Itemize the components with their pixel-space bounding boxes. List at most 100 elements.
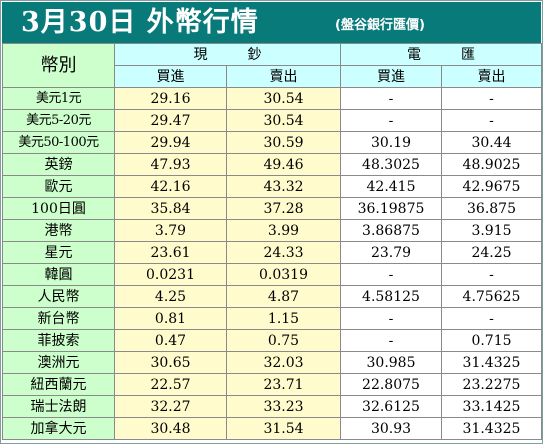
wire-buy-cell: 23.79 xyxy=(340,241,442,264)
table-row: 菲披索 0.47 0.75 - 0.715 xyxy=(2,329,542,352)
currency-name: 加拿大元 xyxy=(2,417,115,440)
cash-buy-cell: 4.25 xyxy=(114,285,227,308)
wire-buy-cell: 42.415 xyxy=(340,175,442,198)
currency-name: 菲披索 xyxy=(2,329,115,352)
cash-sell-cell: 30.59 xyxy=(226,131,341,154)
cash-sell-cell: 49.46 xyxy=(226,153,341,176)
wire-sell-cell: 24.25 xyxy=(441,241,542,264)
wire-buy-cell: 30.985 xyxy=(340,351,442,374)
cash-buy-cell: 30.48 xyxy=(114,417,227,440)
currency-name: 美元5-20元 xyxy=(2,109,115,132)
cash-buy-cell: 35.84 xyxy=(114,197,227,220)
cash-buy-cell: 29.16 xyxy=(114,87,227,110)
wire-sell-cell: 23.2275 xyxy=(441,373,542,396)
currency-name: 歐元 xyxy=(2,175,115,198)
source-note: (盤谷銀行匯價) xyxy=(335,18,425,33)
cash-sell-cell: 0.75 xyxy=(226,329,341,352)
cash-sell-cell: 37.28 xyxy=(226,197,341,220)
cash-buy-cell: 23.61 xyxy=(114,241,227,264)
cash-sell-cell: 30.54 xyxy=(226,109,341,132)
cash-sell-cell: 4.87 xyxy=(226,285,341,308)
table-row: 港幣 3.79 3.99 3.86875 3.915 xyxy=(2,219,542,242)
table-row: 100日圓 35.84 37.28 36.19875 36.875 xyxy=(2,197,542,220)
wire-buy-cell: - xyxy=(340,307,442,330)
cash-group-header: 現鈔 xyxy=(114,43,341,66)
cash-sell-cell: 0.0319 xyxy=(226,263,341,286)
currency-name: 美元50-100元 xyxy=(2,131,115,154)
cash-buy-cell: 32.27 xyxy=(114,395,227,418)
wire-sell-cell: - xyxy=(441,307,542,330)
currency-name: 人民幣 xyxy=(2,285,115,308)
wire-buy-cell: - xyxy=(340,263,442,286)
table-row: 加拿大元 30.48 31.54 30.93 31.4325 xyxy=(2,417,542,440)
wire-sell-cell: 31.4325 xyxy=(441,417,542,440)
wire-sell-header: 賣出 xyxy=(441,65,542,88)
wire-buy-cell: - xyxy=(340,109,442,132)
cash-buy-cell: 30.65 xyxy=(114,351,227,374)
cash-buy-cell: 0.81 xyxy=(114,307,227,330)
cash-buy-cell: 47.93 xyxy=(114,153,227,176)
wire-sell-cell: 42.9675 xyxy=(441,175,542,198)
wire-group-header: 電匯 xyxy=(340,43,542,66)
wire-sell-cell: - xyxy=(441,87,542,110)
table-row: 韓圓 0.0231 0.0319 - - xyxy=(2,263,542,286)
currency-name: 星元 xyxy=(2,241,115,264)
table-row: 紐西蘭元 22.57 23.71 22.8075 23.2275 xyxy=(2,373,542,396)
wire-buy-cell: - xyxy=(340,329,442,352)
wire-buy-cell: 3.86875 xyxy=(340,219,442,242)
cash-sell-header: 賣出 xyxy=(226,65,341,88)
currency-name: 港幣 xyxy=(2,219,115,242)
currency-name: 瑞士法朗 xyxy=(2,395,115,418)
wire-buy-cell: - xyxy=(340,87,442,110)
table-row: 歐元 42.16 43.32 42.415 42.9675 xyxy=(2,175,542,198)
page-title: 3月30日 外幣行情 xyxy=(21,7,259,38)
header-row-sub: 買進 賣出 買進 賣出 xyxy=(3,65,542,88)
cash-sell-cell: 31.54 xyxy=(226,417,341,440)
cash-sell-cell: 43.32 xyxy=(226,175,341,198)
wire-buy-header: 買進 xyxy=(340,65,442,88)
currency-name: 英鎊 xyxy=(2,153,115,176)
currency-name: 紐西蘭元 xyxy=(2,373,115,396)
wire-sell-cell: 3.915 xyxy=(441,219,542,242)
currency-column-header: 幣別 xyxy=(2,43,115,88)
cash-sell-cell: 23.71 xyxy=(226,373,341,396)
table-row: 新台幣 0.81 1.15 - - xyxy=(2,307,542,330)
wire-sell-cell: - xyxy=(441,109,542,132)
table-row: 人民幣 4.25 4.87 4.58125 4.75625 xyxy=(2,285,542,308)
cash-sell-cell: 3.99 xyxy=(226,219,341,242)
cash-sell-cell: 24.33 xyxy=(226,241,341,264)
cash-sell-cell: 32.03 xyxy=(226,351,341,374)
cash-buy-cell: 3.79 xyxy=(114,219,227,242)
currency-name: 韓圓 xyxy=(2,263,115,286)
header-row-groups: 幣別 現鈔 電匯 xyxy=(2,43,542,88)
wire-sell-cell: 30.44 xyxy=(441,131,542,154)
wire-sell-cell: 33.1425 xyxy=(441,395,542,418)
wire-buy-cell: 32.6125 xyxy=(340,395,442,418)
table-row: 美元5-20元 29.47 30.54 - - xyxy=(2,109,542,132)
cash-buy-header: 買進 xyxy=(114,65,227,88)
cash-buy-cell: 42.16 xyxy=(114,175,227,198)
table-row: 美元1元 29.16 30.54 - - xyxy=(2,87,542,110)
cash-buy-cell: 0.0231 xyxy=(114,263,227,286)
wire-buy-cell: 48.3025 xyxy=(340,153,442,176)
currency-name: 100日圓 xyxy=(2,197,115,220)
table-row: 澳洲元 30.65 32.03 30.985 31.4325 xyxy=(2,351,542,374)
currency-name: 新台幣 xyxy=(2,307,115,330)
currency-name: 美元1元 xyxy=(2,87,115,110)
table-row: 英鎊 47.93 49.46 48.3025 48.9025 xyxy=(2,153,542,176)
rates-table: 幣別 現鈔 電匯 買進 賣出 買進 賣出 美元1元 29.16 30.54 - … xyxy=(2,43,542,440)
wire-buy-cell: 30.93 xyxy=(340,417,442,440)
wire-buy-cell: 4.58125 xyxy=(340,285,442,308)
table-row: 瑞士法朗 32.27 33.23 32.6125 33.1425 xyxy=(2,395,542,418)
table-row: 星元 23.61 24.33 23.79 24.25 xyxy=(2,241,542,264)
wire-sell-cell: 31.4325 xyxy=(441,351,542,374)
wire-buy-cell: 22.8075 xyxy=(340,373,442,396)
title-bar: 3月30日 外幣行情 (盤谷銀行匯價) xyxy=(2,2,541,43)
wire-buy-cell: 36.19875 xyxy=(340,197,442,220)
cash-sell-cell: 30.54 xyxy=(226,87,341,110)
cash-buy-cell: 29.94 xyxy=(114,131,227,154)
wire-sell-cell: 36.875 xyxy=(441,197,542,220)
table-row: 美元50-100元 29.94 30.59 30.19 30.44 xyxy=(2,131,542,154)
wire-sell-cell: 0.715 xyxy=(441,329,542,352)
